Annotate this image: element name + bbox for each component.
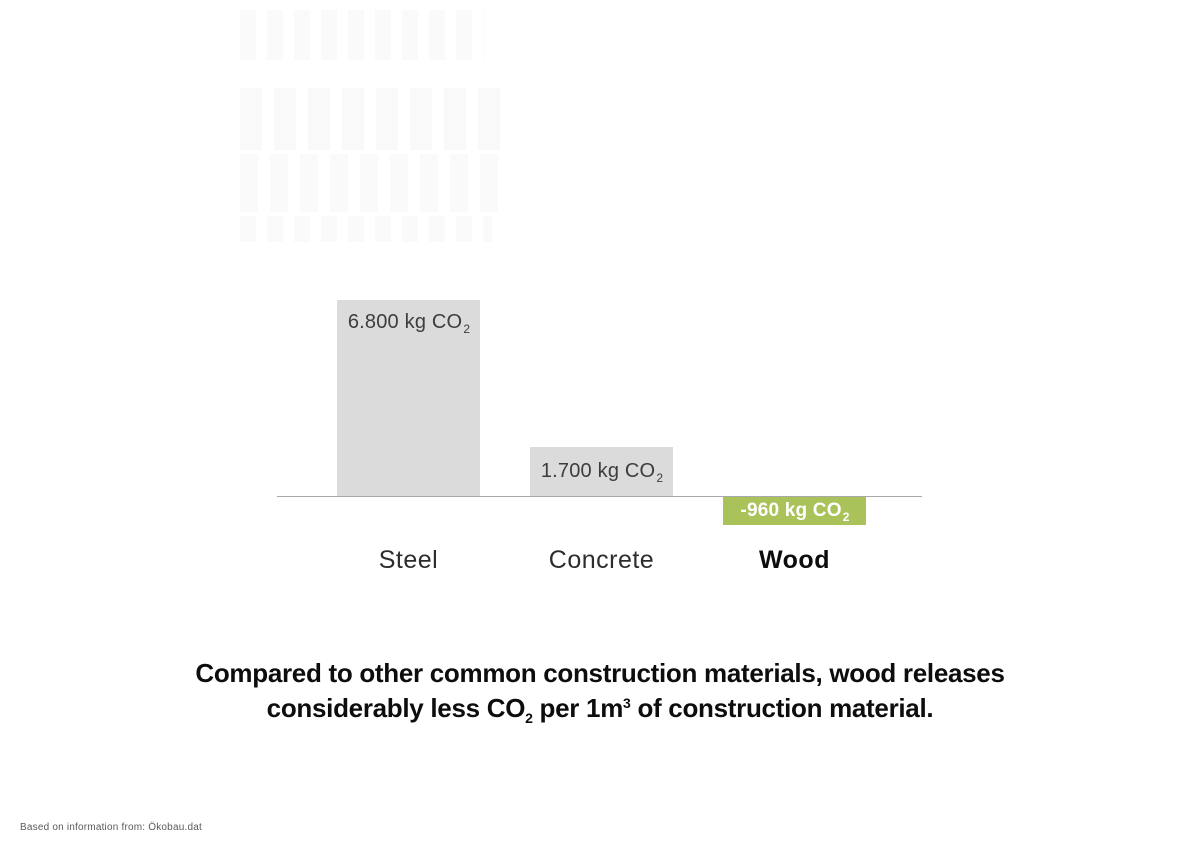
caption-text: considerably less CO xyxy=(266,693,526,723)
watermark-row xyxy=(240,88,505,150)
bar-value-label-steel: 6.800 kg CO2 xyxy=(347,311,471,336)
bar-wood: -960 kg CO2 xyxy=(723,497,866,525)
caption-line-2: considerably less CO2 per 1m3 of constru… xyxy=(0,691,1200,730)
caption: Compared to other common construction ma… xyxy=(0,656,1200,730)
category-label-steel: Steel xyxy=(378,546,439,574)
category-label-concrete: Concrete xyxy=(548,546,655,574)
co2-subscript: 2 xyxy=(842,510,850,524)
co2-subscript: 2 xyxy=(463,322,471,336)
faint-watermark xyxy=(240,8,505,242)
watermark-row xyxy=(240,154,505,212)
bar-value-text: 6.800 kg CO xyxy=(347,311,463,333)
co2-subscript: 2 xyxy=(656,471,664,485)
caption-text: per 1m xyxy=(532,693,624,723)
bar-value-text: -960 kg CO xyxy=(740,500,842,521)
bar-value-label-concrete: 1.700 kg CO2 xyxy=(540,460,664,485)
category-label-wood: Wood xyxy=(759,546,830,574)
bar-concrete: 1.700 kg CO2 xyxy=(530,447,673,496)
watermark-row xyxy=(240,10,484,60)
cubic-meter-superscript: 3 xyxy=(623,695,631,711)
bar-value-label-wood: -960 kg CO2 xyxy=(740,500,850,524)
watermark-row xyxy=(240,216,492,242)
baseline-axis xyxy=(277,496,922,497)
bar-value-text: 1.700 kg CO xyxy=(540,460,656,482)
co2-subscript: 2 xyxy=(525,710,533,726)
source-note: Based on information from: Ökobau.dat xyxy=(20,822,202,833)
caption-line-1: Compared to other common construction ma… xyxy=(195,658,1005,688)
caption-text: of construction material. xyxy=(630,693,934,723)
bar-steel: 6.800 kg CO2 xyxy=(337,300,480,496)
